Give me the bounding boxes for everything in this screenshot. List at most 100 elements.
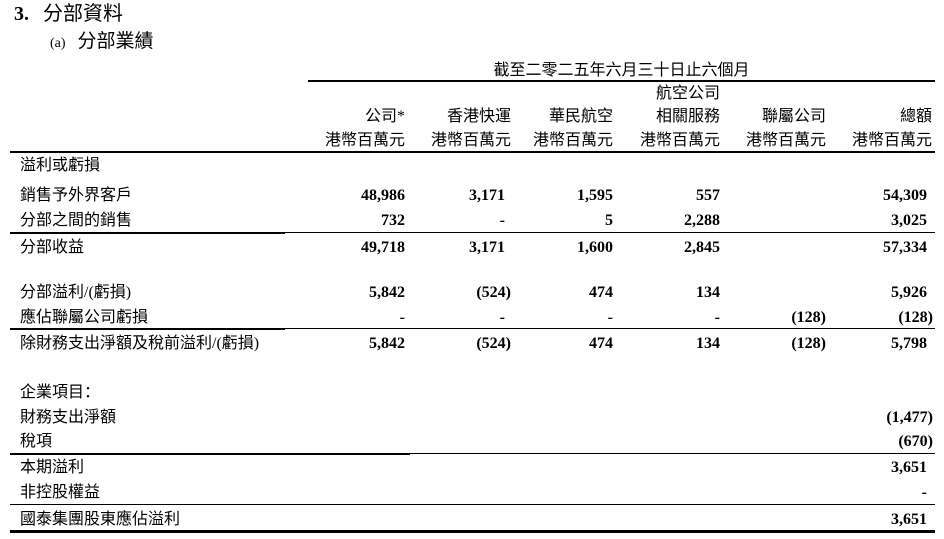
- table-cell: 5,842: [305, 334, 405, 354]
- table-row: 本期溢利 3,651: [0, 458, 944, 478]
- row-label: 銷售予外界客戶: [20, 187, 133, 204]
- cell-value: 5,926: [891, 284, 927, 301]
- column-header-unit: 港幣百萬元: [639, 132, 720, 149]
- cell-value: 5: [605, 212, 613, 229]
- row-label: 應佔聯屬公司虧損: [20, 309, 149, 326]
- cell-value: 3,171: [469, 187, 505, 204]
- cell-value: (524): [476, 284, 511, 301]
- table-cell: (524): [405, 334, 511, 354]
- header-bottom-rule: [10, 151, 935, 153]
- row-label: 除財務支出淨額及稅前溢利/(虧損): [20, 335, 260, 352]
- cell-value: 1,600: [577, 239, 613, 256]
- cell-value: -: [921, 484, 927, 501]
- table-cell: (128): [720, 308, 826, 328]
- row-label: 國泰集團股東應佔溢利: [20, 511, 181, 528]
- column-header-unit: 港幣百萬元: [532, 132, 613, 149]
- subsection-title: 分部業績: [77, 31, 154, 52]
- table-cell: 474: [513, 334, 613, 354]
- profit-rule: [285, 328, 935, 329]
- table-cell: 2,845: [620, 238, 720, 258]
- table-row: 分部溢利/(虧損) 5,842 (524) 474 134 5,926: [0, 283, 944, 303]
- cell-value: (128): [898, 309, 933, 326]
- cell-value: 3,651: [891, 459, 927, 476]
- profit-rule-thick: [10, 328, 285, 330]
- table-cell: 1,595: [513, 186, 613, 206]
- table-row: 稅項 (670): [0, 432, 944, 452]
- total-cell: (1,477): [827, 408, 933, 428]
- cell-value: -: [499, 309, 505, 326]
- table-cell: -: [405, 211, 505, 231]
- cell-value: (670): [898, 433, 933, 450]
- row-label: 稅項: [20, 433, 53, 450]
- table-row: 除財務支出淨額及稅前溢利/(虧損) 5,842 (524) 474 134 (128) 5,…: [0, 334, 944, 354]
- cell-value: 474: [589, 284, 613, 301]
- table-cell: 2,288: [620, 211, 720, 231]
- noncontrolling-rule: [10, 504, 935, 505]
- table-cell: 3,171: [405, 238, 505, 258]
- cell-value: 2,288: [684, 212, 720, 229]
- table-cell: 3,025: [827, 211, 927, 231]
- table-cell: (128): [827, 308, 933, 328]
- subtotal-rule: [285, 232, 935, 233]
- section-number: 3.: [14, 3, 29, 25]
- cell-value: 2,845: [684, 239, 720, 256]
- cell-value: 134: [696, 284, 720, 301]
- subsection-heading: (a) 分部業績: [50, 32, 154, 54]
- column-header-line2: 相關服務: [655, 108, 720, 125]
- total-cell: 3,651: [827, 458, 927, 478]
- row-label: 分部溢利/(虧損): [20, 284, 132, 301]
- cell-value: 1,595: [577, 187, 613, 204]
- table-row: 財務支出淨額 (1,477): [0, 408, 944, 428]
- table-cell: (128): [720, 334, 826, 354]
- cell-value: 5,842: [369, 335, 405, 352]
- table-cell: 49,718: [305, 238, 405, 258]
- cell-value: 3,171: [469, 239, 505, 256]
- cell-value: 134: [696, 335, 720, 352]
- column-header-line2: 香港快運: [446, 108, 511, 125]
- row-label: 財務支出淨額: [20, 409, 117, 426]
- tax-rule-thick: [10, 453, 410, 455]
- cell-value: -: [499, 212, 505, 229]
- table-cell: -: [513, 308, 613, 328]
- cell-value: 474: [589, 335, 613, 352]
- cell-value: (128): [791, 335, 826, 352]
- cell-value: (1,477): [886, 409, 933, 426]
- row-label: 分部收益: [20, 239, 85, 256]
- cell-value: 5,842: [369, 284, 405, 301]
- cell-value: 557: [696, 187, 720, 204]
- table-row: 分部收益 49,718 3,171 1,600 2,845 57,334: [0, 238, 944, 258]
- cell-value: -: [714, 309, 720, 326]
- table-cell: 5,798: [827, 334, 927, 354]
- table-cell: 732: [305, 211, 405, 231]
- table-cell: 5,926: [827, 283, 927, 303]
- table-row: 應佔聯屬公司虧損 - - - - (128) (128): [0, 308, 944, 328]
- section-title: 分部資料: [43, 3, 123, 25]
- cell-value: 57,334: [883, 239, 927, 256]
- column-header-unit: 港幣百萬元: [324, 132, 405, 149]
- table-cell: 5,842: [305, 283, 405, 303]
- row-label: 分部之間的銷售: [20, 212, 133, 229]
- cell-value: 732: [381, 212, 405, 229]
- table-cell: 134: [620, 283, 720, 303]
- cell-value: 49,718: [361, 239, 405, 256]
- cell-value: 5,798: [891, 335, 927, 352]
- final-rule: [10, 530, 935, 533]
- subtotal-rule-thick: [10, 232, 285, 234]
- cell-value: (524): [476, 335, 511, 352]
- column-header-unit: 港幣百萬元: [851, 132, 932, 149]
- table-row: 國泰集團股東應佔溢利 3,651: [0, 510, 944, 530]
- row-label: 非控股權益: [20, 484, 101, 501]
- column-header-unit: 港幣百萬元: [430, 132, 511, 149]
- subsection-label: (a): [50, 36, 66, 51]
- table-cell: 557: [620, 186, 720, 206]
- table-cell: (524): [405, 283, 511, 303]
- tax-rule: [410, 453, 935, 454]
- column-header-line2: 總額: [899, 108, 932, 125]
- total-cell: (670): [827, 432, 933, 452]
- table-cell: 48,986: [305, 186, 405, 206]
- table-cell: 5: [513, 211, 613, 231]
- table-cell: 3,171: [405, 186, 505, 206]
- cell-value: (128): [791, 309, 826, 326]
- group-heading: 溢利或虧損: [20, 157, 101, 174]
